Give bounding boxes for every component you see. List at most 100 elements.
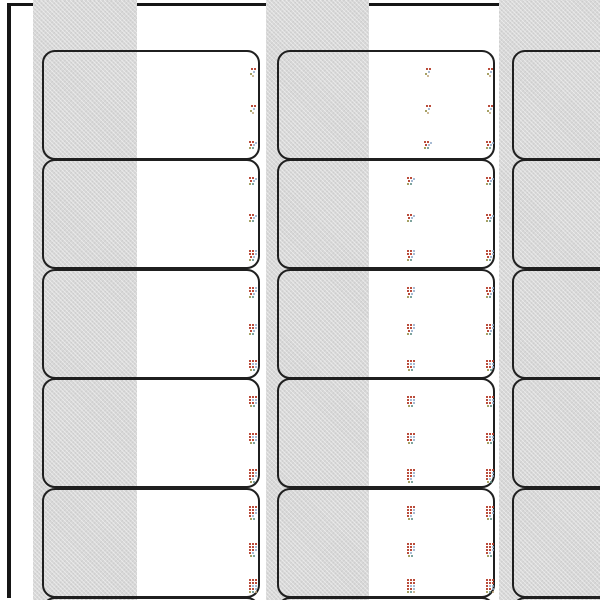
speck-dot — [486, 509, 488, 511]
speck-dot — [252, 147, 254, 149]
speck-dot — [252, 296, 254, 298]
speck-dot — [254, 68, 256, 70]
speck-dot — [486, 147, 488, 149]
speck-dot — [413, 360, 415, 362]
speck-dot — [410, 250, 412, 252]
label-cell[interactable] — [512, 378, 600, 488]
speck-dot — [255, 506, 257, 508]
speck-dot — [486, 439, 488, 441]
speck-dot — [411, 217, 413, 219]
speck-dot — [408, 555, 410, 557]
speck-dot — [408, 442, 410, 444]
speck-dot — [249, 579, 251, 581]
speck-dot — [489, 296, 491, 298]
speck-dot — [250, 481, 252, 483]
speck-dot — [249, 439, 251, 441]
speck-dot — [489, 220, 491, 222]
label-cell[interactable] — [277, 378, 495, 488]
speck-dot — [486, 214, 488, 216]
label-cell[interactable] — [277, 159, 495, 269]
speck-dot — [486, 585, 488, 587]
speck-dot — [407, 469, 409, 471]
speck-dot — [413, 506, 415, 508]
speck-dot — [492, 290, 494, 292]
speck-dot — [486, 472, 488, 474]
speck-dot — [486, 579, 488, 581]
speck-dot — [249, 250, 251, 252]
label-cell[interactable] — [512, 488, 600, 598]
speck-dot — [253, 256, 255, 258]
speck-dot — [252, 543, 254, 545]
speck-dot — [410, 512, 412, 514]
speck-dot — [410, 399, 412, 401]
speck-dot — [407, 253, 409, 255]
label-cell[interactable] — [42, 378, 260, 488]
speck-dot — [489, 436, 491, 438]
label-cell[interactable] — [42, 488, 260, 598]
label-cell[interactable] — [512, 159, 600, 269]
speck-dot — [429, 105, 431, 107]
speck-dot — [249, 287, 251, 289]
speck-dot — [407, 506, 409, 508]
speck-dot — [249, 469, 251, 471]
speck-dot — [252, 469, 254, 471]
speck-dot — [489, 259, 491, 261]
speck-dot — [489, 515, 491, 517]
speck-dot — [428, 71, 430, 73]
speck-dot — [425, 73, 427, 75]
speck-dot — [255, 582, 257, 584]
label-cell[interactable] — [512, 50, 600, 160]
speck-dot — [492, 439, 494, 441]
label-cell[interactable] — [42, 269, 260, 379]
label-cell[interactable] — [277, 269, 495, 379]
speck-dot — [486, 469, 488, 471]
label-cell[interactable] — [42, 159, 260, 269]
speck-dot — [253, 405, 255, 407]
speck-dot — [492, 324, 494, 326]
speck-dot — [429, 68, 431, 70]
label-cell[interactable] — [512, 269, 600, 379]
speck-dot — [250, 369, 252, 371]
speck-dot — [410, 327, 412, 329]
speck-dot — [486, 402, 488, 404]
speck-dot — [407, 396, 409, 398]
speck-dot — [492, 506, 494, 508]
speck-dot — [410, 588, 412, 590]
speck-dot — [410, 324, 412, 326]
speck-dot — [252, 582, 254, 584]
speck-dot — [407, 475, 409, 477]
speck-dot — [490, 369, 492, 371]
speck-dot — [486, 220, 488, 222]
speck-dot — [489, 366, 491, 368]
speck-dot — [490, 330, 492, 332]
speck-dot — [249, 141, 251, 143]
speck-dot — [249, 478, 251, 480]
speck-dot — [255, 360, 257, 362]
speck-dot — [252, 436, 254, 438]
speck-dot — [492, 469, 494, 471]
speck-dot — [486, 475, 488, 477]
speck-dot — [492, 253, 494, 255]
speck-dot — [489, 287, 491, 289]
speck-dot — [489, 250, 491, 252]
speck-dot — [430, 142, 432, 144]
speck-dot — [407, 436, 409, 438]
speck-dot — [249, 549, 251, 551]
speck-dot — [249, 506, 251, 508]
speck-dot — [486, 296, 488, 298]
speck-dot — [252, 433, 254, 435]
label-cell[interactable] — [277, 488, 495, 598]
speck-dot — [407, 582, 409, 584]
speck-dot — [492, 472, 494, 474]
speck-dot — [252, 396, 254, 398]
speck-dot — [255, 549, 257, 551]
speck-dot — [410, 296, 412, 298]
speck-dot — [408, 256, 410, 258]
speck-dot — [489, 399, 491, 401]
speck-dot — [249, 296, 251, 298]
speck-dot — [252, 177, 254, 179]
label-cell[interactable] — [42, 50, 260, 160]
speck-dot — [486, 591, 488, 593]
speck-dot — [490, 108, 492, 110]
label-cell[interactable] — [277, 50, 495, 160]
